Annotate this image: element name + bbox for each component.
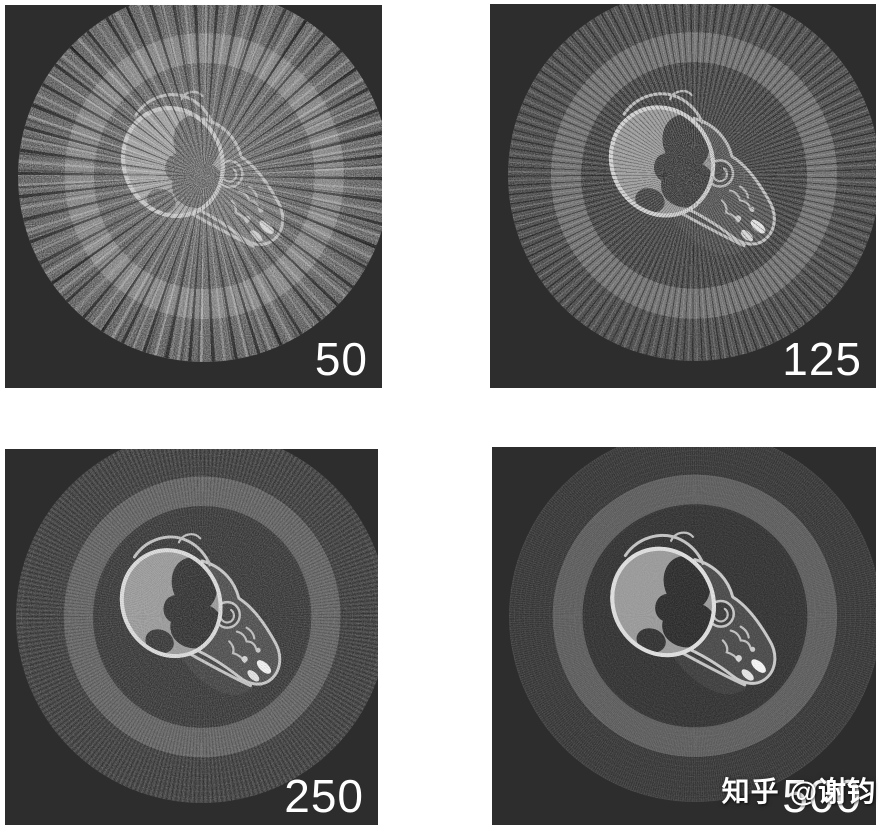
ct-panel-50-projections: 50 <box>5 5 382 388</box>
projection-count-label: 250 <box>284 770 364 823</box>
ct-panel-500-projections: 500 <box>492 447 876 825</box>
ct-scene <box>492 447 876 825</box>
ct-scene <box>5 5 382 388</box>
ct-scene <box>5 449 378 825</box>
ct-scene <box>490 4 876 388</box>
projection-count-label: 50 <box>314 333 368 386</box>
zhihu-watermark: 知乎 @谢钧 <box>722 770 876 810</box>
ct-panel-250-projections: 250 <box>5 449 378 825</box>
watermark-brand: 知乎 <box>721 776 780 807</box>
watermark-author: @谢钧 <box>789 776 876 807</box>
ct-panel-125-projections: 125 <box>490 4 876 388</box>
projection-count-label: 125 <box>782 333 862 386</box>
